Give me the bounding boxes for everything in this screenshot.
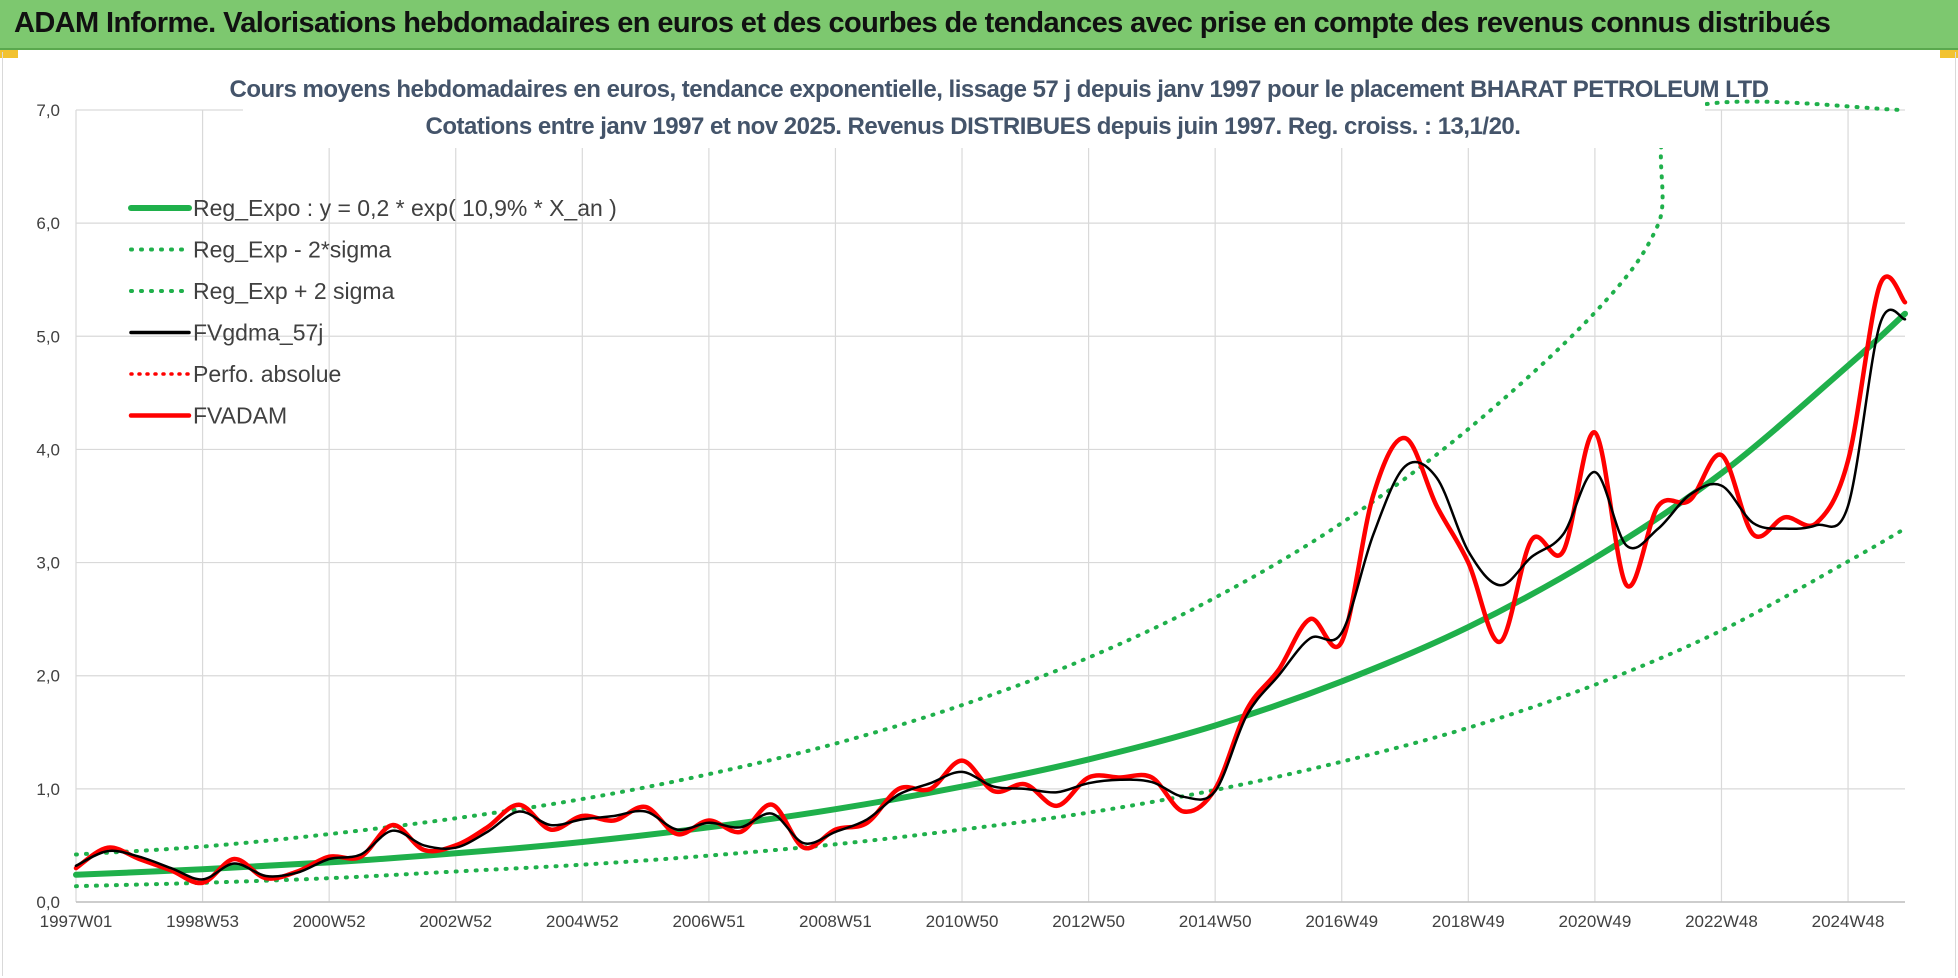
x-tick-label: 2008W51 <box>799 912 872 931</box>
series-lines <box>73 274 1908 886</box>
legend-label-3: FVgdma_57j <box>193 320 323 346</box>
legend-label-0: Reg_Expo : y = 0,2 * exp( 10,9% * X_an ) <box>193 195 617 221</box>
series-line-3 <box>74 308 1907 881</box>
chart-panel: Cours moyens hebdomadaires en euros, ten… <box>2 52 1956 976</box>
x-tick-label: 2020W49 <box>1559 912 1632 931</box>
y-tick-label: 1,0 <box>36 780 60 799</box>
chart-title-line-1: Cours moyens hebdomadaires en euros, ten… <box>229 76 1768 103</box>
line-chart: Cours moyens hebdomadaires en euros, ten… <box>36 66 1908 931</box>
x-tick-label: 2012W50 <box>1052 912 1125 931</box>
series-line-1 <box>74 526 1907 889</box>
x-tick-label: 2018W49 <box>1432 912 1505 931</box>
app-header: ADAM Informe. Valorisations hebdomadaire… <box>0 0 1958 50</box>
x-tick-label: 2010W50 <box>926 912 999 931</box>
x-tick-label: 2000W52 <box>293 912 366 931</box>
title-background <box>243 66 1705 148</box>
chart-title-line-2: Cotations entre janv 1997 et nov 2025. R… <box>426 113 1521 140</box>
x-tick-label: 1998W53 <box>166 912 239 931</box>
x-tick-label: 2002W52 <box>419 912 492 931</box>
page-title: ADAM Informe. Valorisations hebdomadaire… <box>14 7 1831 39</box>
y-tick-label: 4,0 <box>36 440 60 459</box>
y-axis-ticks: 0,0 1,0 2,0 3,0 4,0 5,0 6,0 7,0 <box>36 101 60 912</box>
x-tick-label: 2006W51 <box>672 912 745 931</box>
corner-mark-right <box>1940 50 1958 58</box>
series-line-0 <box>73 310 1908 878</box>
x-tick-label: 2004W52 <box>546 912 619 931</box>
y-tick-label: 6,0 <box>36 214 60 233</box>
y-tick-label: 0,0 <box>36 893 60 912</box>
legend: Reg_Expo : y = 0,2 * exp( 10,9% * X_an )… <box>128 195 617 429</box>
y-tick-label: 7,0 <box>36 101 60 120</box>
x-axis-ticks: 1997W01 1998W53 2000W52 2002W52 2004W52 2006W… <box>40 912 1885 931</box>
legend-label-2: Reg_Exp + 2 sigma <box>193 278 395 304</box>
legend-label-4: Perfo. absolue <box>193 361 341 387</box>
x-tick-label: 1997W01 <box>40 912 113 931</box>
x-tick-label: 2016W49 <box>1305 912 1378 931</box>
x-tick-label: 2014W50 <box>1179 912 1252 931</box>
corner-mark-left <box>0 50 18 58</box>
x-tick-label: 2024W48 <box>1812 912 1885 931</box>
y-tick-label: 3,0 <box>36 554 60 573</box>
series-line-2 <box>74 99 1907 857</box>
trend-bands <box>74 99 1907 889</box>
x-tick-label: 2022W48 <box>1685 912 1758 931</box>
series-line-5 <box>73 274 1908 886</box>
y-tick-label: 2,0 <box>36 667 60 686</box>
legend-label-5: FVADAM <box>193 403 287 429</box>
y-tick-label: 5,0 <box>36 327 60 346</box>
legend-label-1: Reg_Exp - 2*sigma <box>193 237 391 263</box>
